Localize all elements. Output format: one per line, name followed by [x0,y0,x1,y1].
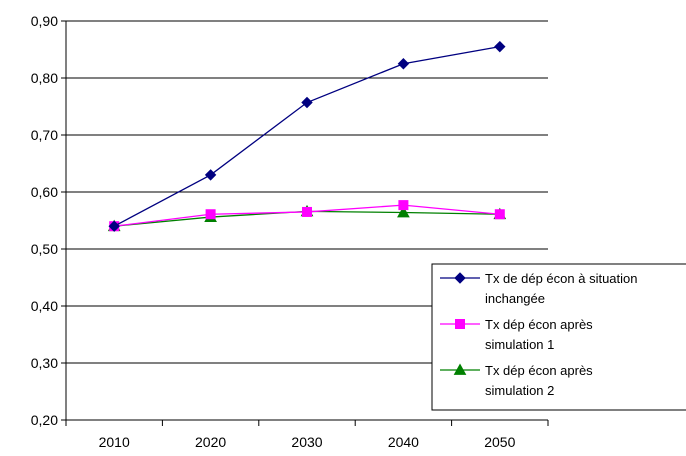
y-tick-label: 0,40 [31,298,58,314]
x-axis-tick-labels: 2010 2020 2030 2040 2050 [99,434,516,450]
legend-label: Tx dép écon après [485,363,593,378]
legend: Tx de dép écon à situation inchangée Tx dé… [431,263,686,411]
data-point [302,206,312,217]
y-tick-label: 0,20 [31,412,58,428]
data-point [204,169,217,181]
y-tick-label: 0,30 [31,355,58,371]
legend-label: Tx de dép écon à situation [485,271,638,286]
legend-label: simulation 1 [485,337,554,352]
data-point [398,200,409,211]
series-group [107,40,507,232]
data-point [108,220,120,232]
legend-item-3: Tx dép écon après simulation 2 [440,363,593,398]
legend-box [431,263,686,411]
x-tick-label: 2050 [484,434,515,450]
legend-item-1: Tx de dép écon à situation inchangée [440,271,638,306]
y-tick-label: 0,90 [31,13,58,29]
data-point [397,58,410,70]
axes [61,20,549,426]
series-2 [109,200,505,232]
legend-label: inchangée [485,291,545,306]
series-1 [108,40,506,232]
x-tick-label: 2030 [291,434,322,450]
y-tick-label: 0,80 [31,70,58,86]
data-point [301,96,313,109]
data-point [494,209,505,220]
y-tick-label: 0,50 [31,241,58,257]
y-tick-label: 0,70 [31,127,58,143]
x-tick-label: 2020 [195,434,226,450]
series-line [113,46,500,227]
y-tick-label: 0,60 [31,184,58,200]
x-tick-label: 2010 [99,434,130,450]
legend-marker [453,363,467,375]
data-point [397,205,410,218]
legend-marker [454,272,466,284]
y-axis-tick-labels: 0,90 0,80 0,70 0,60 0,50 0,40 0,30 0,20 [31,13,58,428]
data-point [205,209,216,220]
legend-label: Tx dép écon après [485,317,593,332]
x-tick-label: 2040 [388,434,419,450]
data-point [494,40,506,53]
gridlines [66,20,548,421]
legend-item-2: Tx dép écon après simulation 1 [440,317,593,352]
legend-marker [455,319,465,329]
legend-label: simulation 2 [485,383,554,398]
